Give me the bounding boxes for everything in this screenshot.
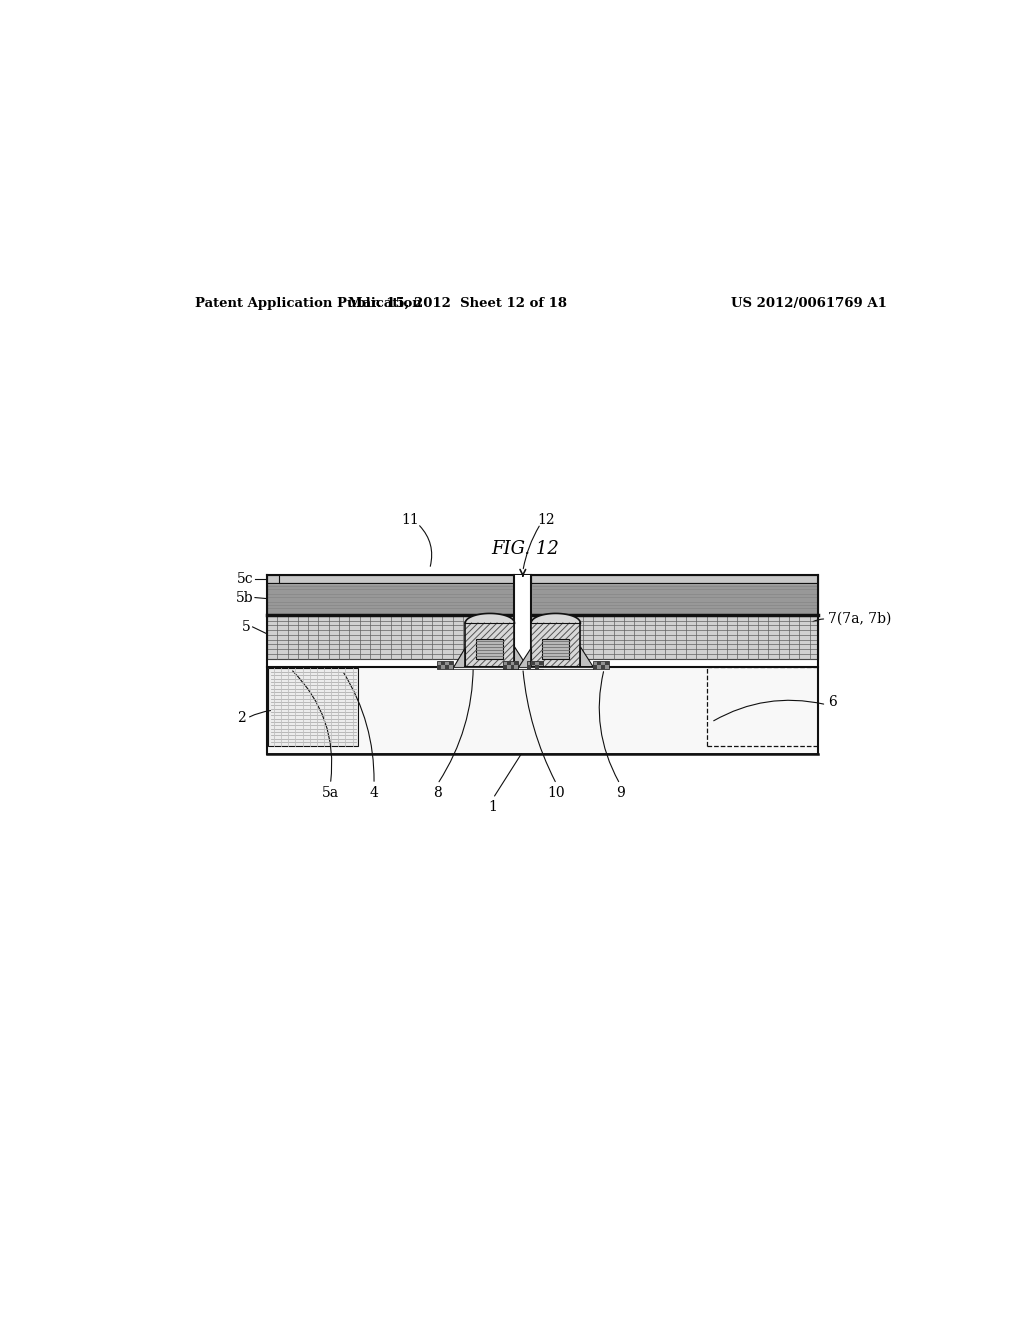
- Text: 11: 11: [400, 512, 419, 527]
- Bar: [503, 661, 518, 669]
- Bar: [527, 661, 543, 669]
- Bar: [267, 583, 514, 615]
- Bar: [436, 661, 453, 669]
- Bar: [605, 661, 609, 665]
- Text: 5c: 5c: [237, 573, 253, 586]
- Polygon shape: [453, 647, 465, 667]
- Text: Patent Application Publication: Patent Application Publication: [196, 297, 422, 310]
- Bar: [536, 665, 539, 669]
- Bar: [449, 661, 453, 665]
- Bar: [507, 661, 511, 665]
- Bar: [267, 615, 514, 659]
- Bar: [267, 667, 818, 754]
- Polygon shape: [581, 647, 593, 667]
- Bar: [444, 665, 449, 669]
- Bar: [543, 639, 569, 659]
- Text: 5b: 5b: [236, 590, 253, 605]
- Bar: [593, 665, 597, 669]
- Bar: [476, 639, 504, 659]
- Text: 10: 10: [548, 785, 565, 800]
- Text: Mar. 15, 2012  Sheet 12 of 18: Mar. 15, 2012 Sheet 12 of 18: [348, 297, 567, 310]
- Text: 8: 8: [433, 785, 442, 800]
- Bar: [531, 576, 818, 583]
- Bar: [453, 667, 527, 669]
- Text: 2: 2: [237, 711, 246, 725]
- Bar: [531, 615, 818, 659]
- Polygon shape: [518, 647, 531, 667]
- Bar: [601, 665, 605, 669]
- Bar: [267, 576, 514, 583]
- Bar: [465, 623, 514, 667]
- Bar: [514, 576, 531, 667]
- Polygon shape: [531, 614, 581, 623]
- Text: 5: 5: [243, 620, 251, 634]
- Bar: [503, 665, 507, 669]
- Bar: [593, 661, 609, 669]
- Text: 1: 1: [488, 800, 498, 814]
- Bar: [514, 661, 518, 665]
- Bar: [511, 665, 514, 669]
- Bar: [539, 661, 543, 665]
- Bar: [531, 623, 581, 667]
- Bar: [597, 661, 601, 665]
- Text: 7(7a, 7b): 7(7a, 7b): [828, 612, 891, 626]
- Polygon shape: [514, 647, 527, 667]
- Text: US 2012/0061769 A1: US 2012/0061769 A1: [731, 297, 887, 310]
- Bar: [527, 665, 531, 669]
- Bar: [531, 583, 818, 615]
- Bar: [518, 667, 593, 669]
- Text: 5a: 5a: [322, 785, 339, 800]
- Text: FIG. 12: FIG. 12: [490, 540, 559, 558]
- Text: 12: 12: [538, 512, 555, 527]
- Text: 4: 4: [370, 785, 379, 800]
- Polygon shape: [465, 614, 514, 623]
- Bar: [268, 668, 358, 746]
- Text: 6: 6: [828, 696, 837, 709]
- Bar: [531, 661, 536, 665]
- Bar: [436, 665, 440, 669]
- Text: 9: 9: [615, 785, 625, 800]
- Bar: [440, 661, 444, 665]
